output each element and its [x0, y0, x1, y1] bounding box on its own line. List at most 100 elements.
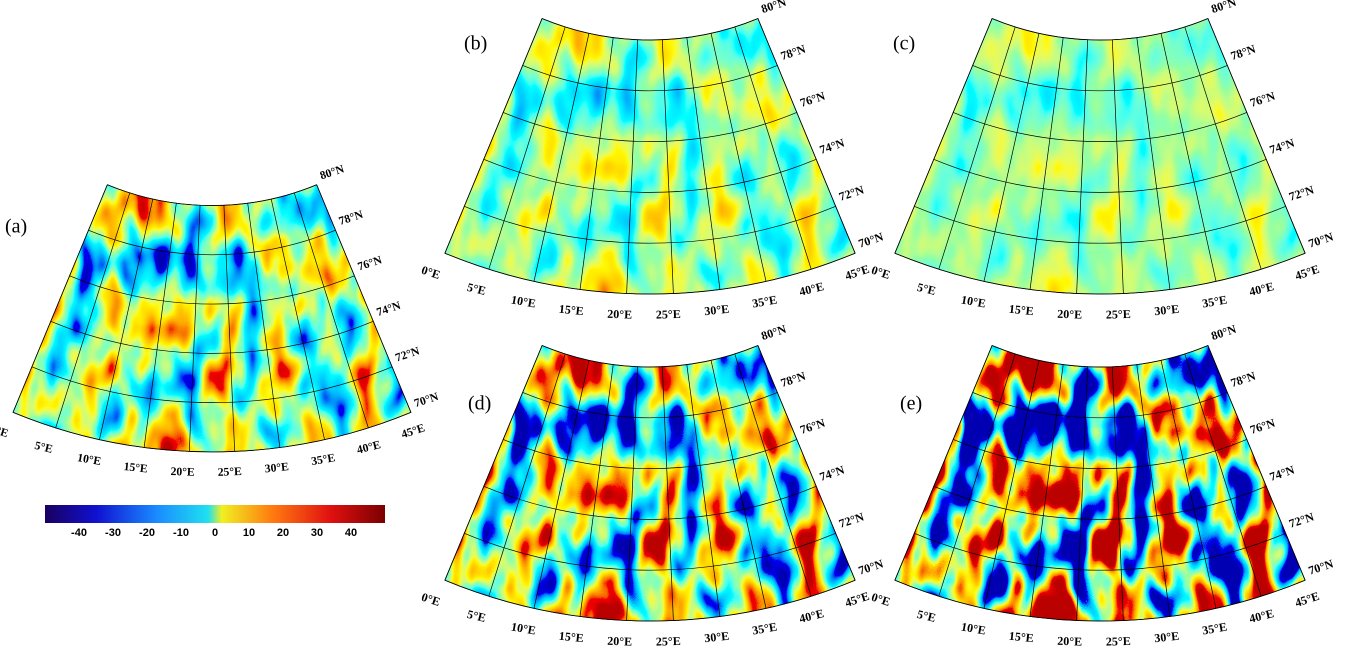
lon-label: 35°E — [1201, 292, 1228, 310]
meridian — [1029, 37, 1064, 290]
lat-label: 72°N — [837, 182, 866, 203]
colorbar-tick-label: 30 — [311, 527, 323, 539]
meridian — [1029, 364, 1064, 617]
lon-label: 10°E — [510, 619, 537, 637]
lon-label: 15°E — [558, 629, 584, 646]
lon-label: 40°E — [1248, 279, 1275, 299]
lat-label: 80°N — [759, 0, 788, 16]
lon-label: 5°E — [916, 280, 938, 298]
lon-label: 35°E — [751, 619, 778, 637]
lon-label: 15°E — [1008, 629, 1034, 646]
meridian — [983, 360, 1040, 609]
lat-label: 70°N — [413, 390, 441, 410]
meridian — [99, 198, 154, 440]
parallel — [503, 439, 797, 469]
parallel — [914, 532, 1286, 571]
lon-label: 15°E — [558, 302, 584, 319]
meridian — [1111, 366, 1124, 621]
meridian — [1160, 360, 1217, 609]
lon-label: 40°E — [1248, 606, 1275, 626]
meridian — [293, 192, 369, 428]
colorbar-tick-label: 20 — [277, 527, 289, 539]
lat-label: 74°N — [1268, 463, 1297, 484]
lat-label: 70°N — [1307, 229, 1336, 250]
lon-label: 45°E — [843, 589, 871, 610]
meridian — [143, 203, 177, 448]
meridian — [223, 205, 236, 452]
lon-label: 45°E — [1293, 262, 1321, 283]
map-outline — [444, 345, 856, 622]
lat-label: 74°N — [1268, 136, 1297, 157]
parallel — [953, 439, 1247, 469]
meridian — [686, 37, 721, 290]
meridian — [626, 39, 639, 294]
meridian — [626, 366, 639, 621]
lon-label: 0°E — [870, 263, 892, 282]
lat-label: 78°N — [779, 42, 808, 63]
colorbar-tick-label: -40 — [71, 527, 87, 539]
map-outline — [444, 18, 856, 295]
meridian — [686, 364, 721, 617]
lon-label: 40°E — [798, 606, 825, 626]
lat-label: 74°N — [818, 136, 847, 157]
parallel — [972, 392, 1228, 419]
meridian — [983, 33, 1040, 282]
meridian — [533, 360, 590, 609]
parallel — [31, 366, 393, 403]
meridian — [1160, 33, 1217, 282]
lat-label: 76°N — [356, 253, 384, 273]
lon-label: 45°E — [400, 421, 427, 441]
parallel — [464, 205, 836, 244]
parallel — [483, 486, 817, 520]
lon-label: 25°E — [218, 465, 243, 479]
meridian — [270, 198, 325, 440]
map-panel: 0°E 5°E 10°E 15°E 20°E 25°E 30°E 35°E 40°E 45°E 70… — [0, 162, 441, 479]
map-outline — [894, 18, 1306, 295]
meridian — [579, 37, 614, 290]
lon-label: 0°E — [420, 590, 442, 609]
lat-label: 78°N — [1229, 42, 1258, 63]
colorbar-tick-label: 10 — [243, 527, 255, 539]
meridian — [247, 203, 281, 448]
map-outline — [894, 345, 1306, 622]
meridian — [710, 33, 767, 282]
colorbar-tick-label: 40 — [345, 527, 357, 539]
lon-label: 40°E — [356, 438, 383, 456]
lat-label: 72°N — [1287, 182, 1316, 203]
lon-label: 0°E — [0, 422, 10, 440]
panel-label: (a) — [5, 216, 27, 238]
lon-label: 25°E — [1106, 634, 1131, 649]
lon-label: 10°E — [76, 451, 102, 468]
lon-label: 25°E — [1106, 307, 1131, 322]
map-panel: 0°E 5°E 10°E 15°E 20°E 25°E 30°E 35°E 40°E 45°E 70… — [420, 322, 886, 649]
lon-label: 5°E — [33, 439, 54, 456]
meridian — [661, 39, 674, 294]
lat-label: 72°N — [837, 509, 866, 530]
meridian — [55, 192, 131, 428]
lon-label: 35°E — [751, 292, 778, 310]
panel-label: (c) — [893, 33, 915, 55]
panel-label: (b) — [464, 33, 487, 55]
meridian — [734, 353, 812, 597]
meridian — [188, 205, 201, 452]
meridian — [1076, 366, 1089, 621]
lat-label: 76°N — [1248, 416, 1277, 437]
lon-label: 10°E — [960, 292, 987, 310]
meridian — [710, 360, 767, 609]
lon-label: 40°E — [798, 279, 825, 299]
parallel — [522, 392, 778, 419]
meridian — [1076, 39, 1089, 294]
parallel — [50, 320, 374, 354]
lon-label: 20°E — [1057, 307, 1082, 322]
colorbar-tick-label: -10 — [173, 527, 189, 539]
lon-label: 5°E — [466, 280, 488, 298]
lat-label: 78°N — [779, 369, 808, 390]
lon-label: 20°E — [170, 465, 195, 479]
lat-label: 72°N — [394, 344, 422, 364]
lon-label: 20°E — [607, 634, 632, 649]
lon-label: 25°E — [656, 307, 681, 322]
parallel — [914, 205, 1286, 244]
lon-label: 35°E — [310, 451, 336, 468]
panel-label: (e) — [900, 393, 922, 415]
